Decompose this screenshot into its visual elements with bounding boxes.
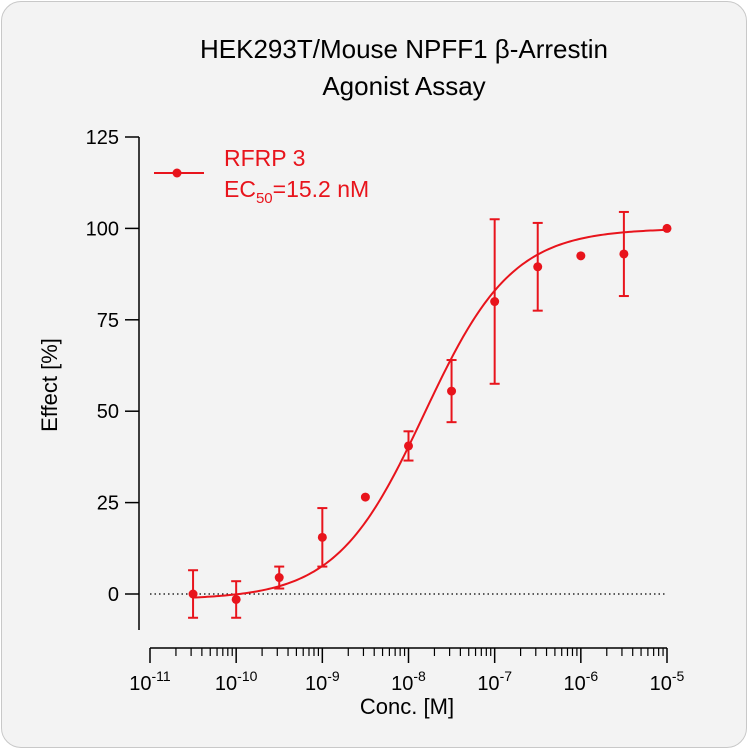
legend-ec50-sub: 50 bbox=[256, 190, 273, 207]
x-tick-exponent: -10 bbox=[237, 668, 257, 684]
y-tick-label: 50 bbox=[97, 401, 119, 423]
legend: RFRP 3 EC50=15.2 nM bbox=[154, 145, 369, 207]
x-tick-label: 10-10 bbox=[215, 668, 258, 695]
x-tick-exponent: -9 bbox=[327, 668, 340, 684]
data-point bbox=[662, 223, 672, 233]
y-tick-label: 125 bbox=[86, 127, 119, 149]
data-point bbox=[274, 573, 284, 583]
x-tick-label: 10-11 bbox=[129, 668, 171, 695]
x-tick-base: 10 bbox=[563, 673, 585, 695]
data-point bbox=[188, 589, 198, 599]
data-point bbox=[447, 386, 457, 396]
legend-series-name: RFRP 3 bbox=[224, 145, 305, 171]
x-tick-exponent: -8 bbox=[413, 668, 426, 684]
x-axis-label: Conc. [M] bbox=[360, 694, 454, 719]
x-tick-label: 10-9 bbox=[305, 668, 340, 695]
x-tick-label: 10-7 bbox=[477, 668, 512, 695]
data-point bbox=[404, 441, 413, 451]
data-point bbox=[619, 249, 629, 259]
x-tick-base: 10 bbox=[215, 673, 237, 695]
chart-title-line-1: HEK293T/Mouse NPFF1 β-Arrestin bbox=[200, 34, 608, 64]
y-tick-label: 0 bbox=[108, 584, 119, 606]
y-tick-label: 75 bbox=[97, 310, 119, 332]
y-tick-label: 100 bbox=[86, 218, 119, 240]
legend-ec50-value: =15.2 nM bbox=[273, 176, 370, 202]
data-point bbox=[317, 532, 327, 542]
x-tick-exponent: -11 bbox=[152, 668, 171, 684]
y-axis-label: Effect [%] bbox=[37, 338, 62, 432]
data-point bbox=[360, 492, 370, 502]
x-tick-label: 10-8 bbox=[391, 668, 426, 695]
x-tick-exponent: -7 bbox=[500, 668, 513, 684]
x-tick-exponent: -6 bbox=[586, 668, 599, 684]
x-tick-base: 10 bbox=[129, 673, 151, 695]
data-point bbox=[533, 262, 543, 272]
x-tick-label: 10-6 bbox=[563, 668, 598, 695]
x-tick-base: 10 bbox=[650, 673, 672, 695]
x-tick-base: 10 bbox=[391, 673, 413, 695]
data-point bbox=[231, 594, 241, 604]
x-tick-base: 10 bbox=[305, 673, 327, 695]
legend-ec50: EC50=15.2 nM bbox=[224, 176, 369, 207]
y-tick-label: 25 bbox=[97, 493, 119, 515]
x-tick-base: 10 bbox=[477, 673, 499, 695]
fit-curve bbox=[193, 228, 668, 599]
chart-title-line-2: Agonist Assay bbox=[322, 71, 485, 101]
x-tick-exponent: -5 bbox=[672, 668, 685, 684]
data-point bbox=[576, 251, 586, 261]
legend-marker bbox=[172, 168, 182, 178]
data-point bbox=[490, 297, 500, 307]
legend-ec50-label: EC bbox=[224, 176, 256, 202]
x-tick-label: 10-5 bbox=[650, 668, 685, 695]
